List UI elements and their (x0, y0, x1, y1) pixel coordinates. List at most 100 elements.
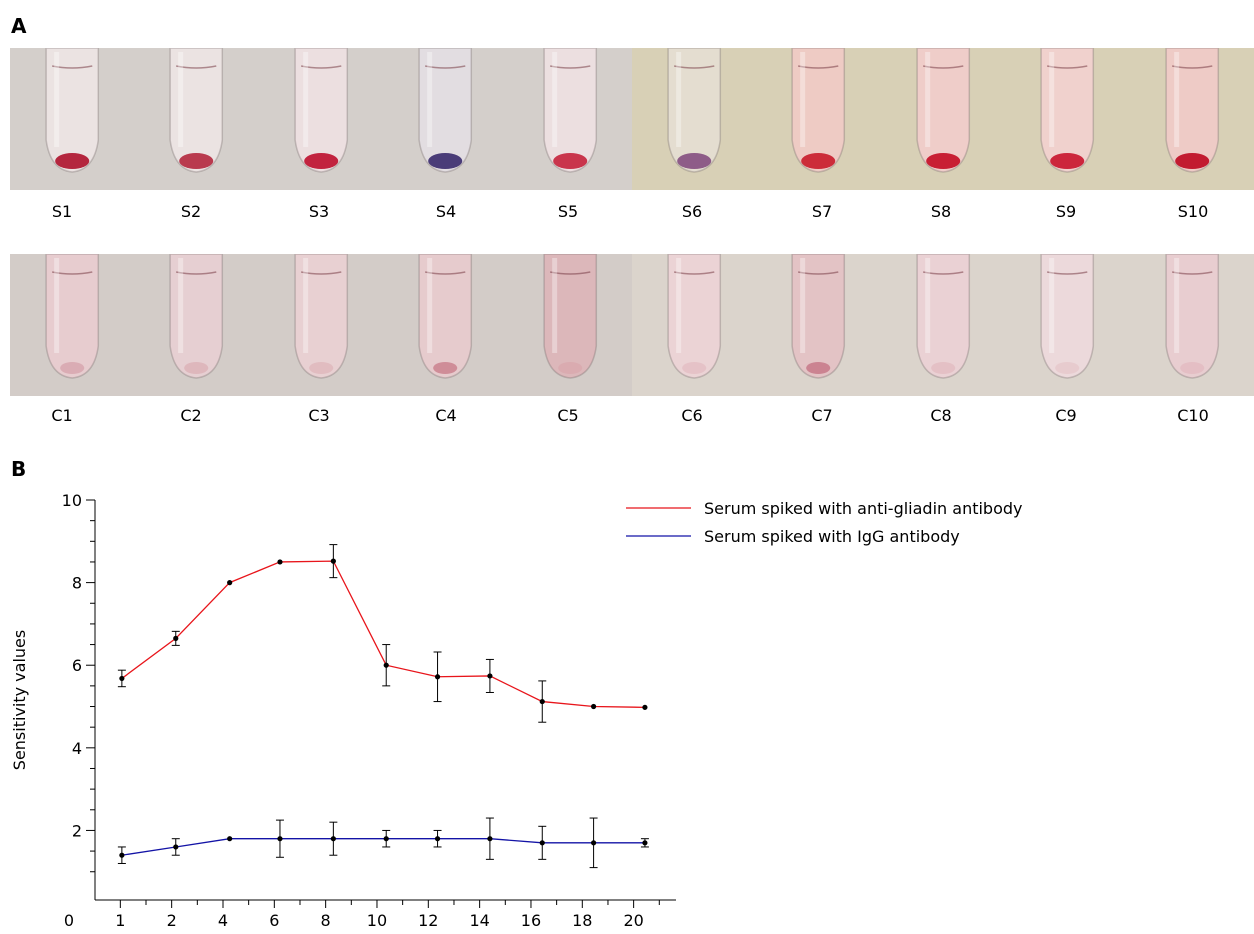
x-tick-label: 2 (167, 911, 177, 930)
tube-drawing (45, 254, 100, 379)
sample-tube-label: S9 (1055, 202, 1077, 221)
sample-tube-label: S3 (308, 202, 330, 221)
series-igg (117, 817, 649, 869)
tube-drawing (169, 254, 224, 379)
control-tube-label: C10 (1177, 406, 1209, 425)
panel-b-label: B (11, 457, 27, 481)
control-tube (134, 254, 259, 396)
data-point (330, 836, 336, 842)
y-tick-label: 10 (62, 491, 82, 510)
data-point (119, 675, 125, 682)
tube-drawing (169, 48, 224, 173)
sample-tube-label: S10 (1177, 202, 1209, 221)
control-tube (880, 254, 1006, 396)
sample-tube-photo (10, 48, 1254, 190)
control-tube-photo (10, 254, 1254, 396)
tube-drawing (1040, 254, 1095, 379)
data-point (539, 698, 545, 705)
data-point (383, 662, 389, 668)
control-tube (756, 254, 881, 396)
tube-drawing (1040, 48, 1095, 173)
sample-tube (383, 48, 508, 190)
y-axis-title: Sensitivity values (10, 630, 29, 770)
control-tube-label: C1 (51, 406, 73, 425)
sample-tube (1005, 48, 1130, 190)
sample-tube (507, 48, 633, 190)
data-point (277, 836, 283, 842)
tube-drawing (418, 48, 473, 173)
tube-drawing (294, 48, 348, 173)
data-point (590, 703, 597, 710)
data-point (227, 836, 233, 842)
data-point (590, 840, 597, 846)
x-tick-label: 12 (418, 911, 438, 930)
tube-drawing (916, 254, 970, 379)
sample-tube-label: S7 (811, 202, 833, 221)
data-point (330, 558, 336, 564)
tube-drawing (791, 254, 846, 379)
sample-tube (632, 48, 757, 190)
x-tick-label: 10 (367, 911, 387, 930)
data-point (434, 836, 441, 842)
x-tick-label: 0 (64, 911, 74, 930)
control-tube-label: C9 (1055, 406, 1077, 425)
x-tick-label: 6 (269, 911, 279, 930)
x-tick-label: 14 (469, 911, 489, 930)
control-tube-label: C6 (681, 406, 703, 425)
control-tube-label: C4 (435, 406, 457, 425)
sample-tube (756, 48, 881, 190)
sample-tube (134, 48, 259, 190)
data-point (383, 836, 389, 842)
tube-drawing (542, 48, 597, 173)
y-tick-label: 6 (72, 656, 82, 675)
x-tick-label: 1 (115, 911, 125, 930)
tube-drawing (294, 254, 348, 379)
series-anti-gliadin (117, 544, 648, 723)
data-point (487, 673, 493, 679)
tube-drawing (791, 48, 846, 173)
control-tube (632, 254, 757, 396)
x-tick-label: 18 (572, 911, 592, 930)
x-tick-label: 20 (623, 911, 643, 930)
y-tick-label: 4 (72, 739, 82, 758)
y-tick-label: 8 (72, 574, 82, 593)
tube-drawing (667, 48, 722, 173)
control-tube (383, 254, 508, 396)
tube-drawing (45, 48, 100, 173)
panel-a-label: A (11, 14, 27, 38)
sample-tube-label: S6 (681, 202, 703, 221)
data-point (227, 580, 233, 586)
sample-tube (258, 48, 384, 190)
tube-drawing (418, 254, 473, 379)
data-point (539, 840, 545, 846)
tube-drawing (1165, 48, 1219, 173)
tube-drawing (667, 254, 722, 379)
control-tube-label: C5 (557, 406, 579, 425)
legend-label: Serum spiked with anti-gliadin antibody (704, 499, 1023, 518)
control-tube (507, 254, 633, 396)
sample-tube-label: S1 (51, 202, 73, 221)
data-point (487, 836, 493, 842)
legend-label: Serum spiked with IgG antibody (704, 527, 960, 546)
tube-drawing (916, 48, 970, 173)
x-tick-label: 16 (521, 911, 541, 930)
data-point (173, 844, 179, 850)
sample-tube-label: S8 (930, 202, 952, 221)
data-point (642, 704, 648, 710)
data-point (119, 852, 125, 858)
control-tube-label: C8 (930, 406, 952, 425)
x-tick-label: 8 (321, 911, 331, 930)
control-tube (10, 254, 135, 396)
sample-tube (880, 48, 1006, 190)
sample-tube-label: S5 (557, 202, 579, 221)
y-tick-label: 2 (72, 821, 82, 840)
data-point (277, 559, 283, 565)
sample-tube-label: S2 (180, 202, 202, 221)
tube-drawing (1165, 254, 1219, 379)
tube-drawing (542, 254, 597, 379)
sample-tube-label: S4 (435, 202, 457, 221)
sample-tube (1129, 48, 1254, 190)
data-point (434, 674, 441, 680)
control-tube (1005, 254, 1130, 396)
